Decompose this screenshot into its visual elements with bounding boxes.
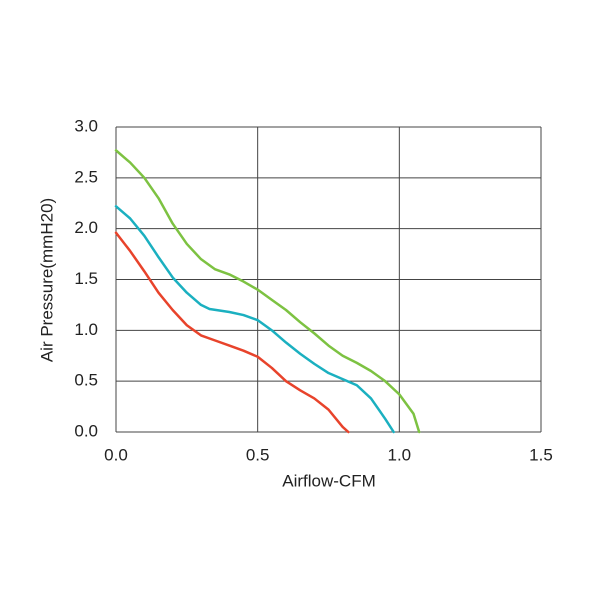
y-tick-label: 0.5 (74, 371, 98, 390)
x-tick-label: 0.0 (104, 445, 128, 464)
y-tick-label: 0.0 (74, 421, 98, 440)
x-axis-label: Airflow-CFM (282, 471, 376, 490)
series-line (114, 231, 350, 434)
y-axis-label: Air Pressure(mmH20) (37, 198, 56, 362)
x-tick-label: 1.0 (388, 445, 412, 464)
x-tick-label: 0.5 (246, 445, 270, 464)
series-line (114, 149, 421, 434)
y-tick-label: 3.0 (74, 116, 98, 135)
x-tick-label: 1.5 (529, 445, 553, 464)
y-tick-label: 2.5 (74, 167, 98, 186)
y-tick-label: 1.0 (74, 320, 98, 339)
y-tick-label: 1.5 (74, 269, 98, 288)
y-tick-label: 2.0 (74, 218, 98, 237)
series-line (114, 205, 395, 434)
